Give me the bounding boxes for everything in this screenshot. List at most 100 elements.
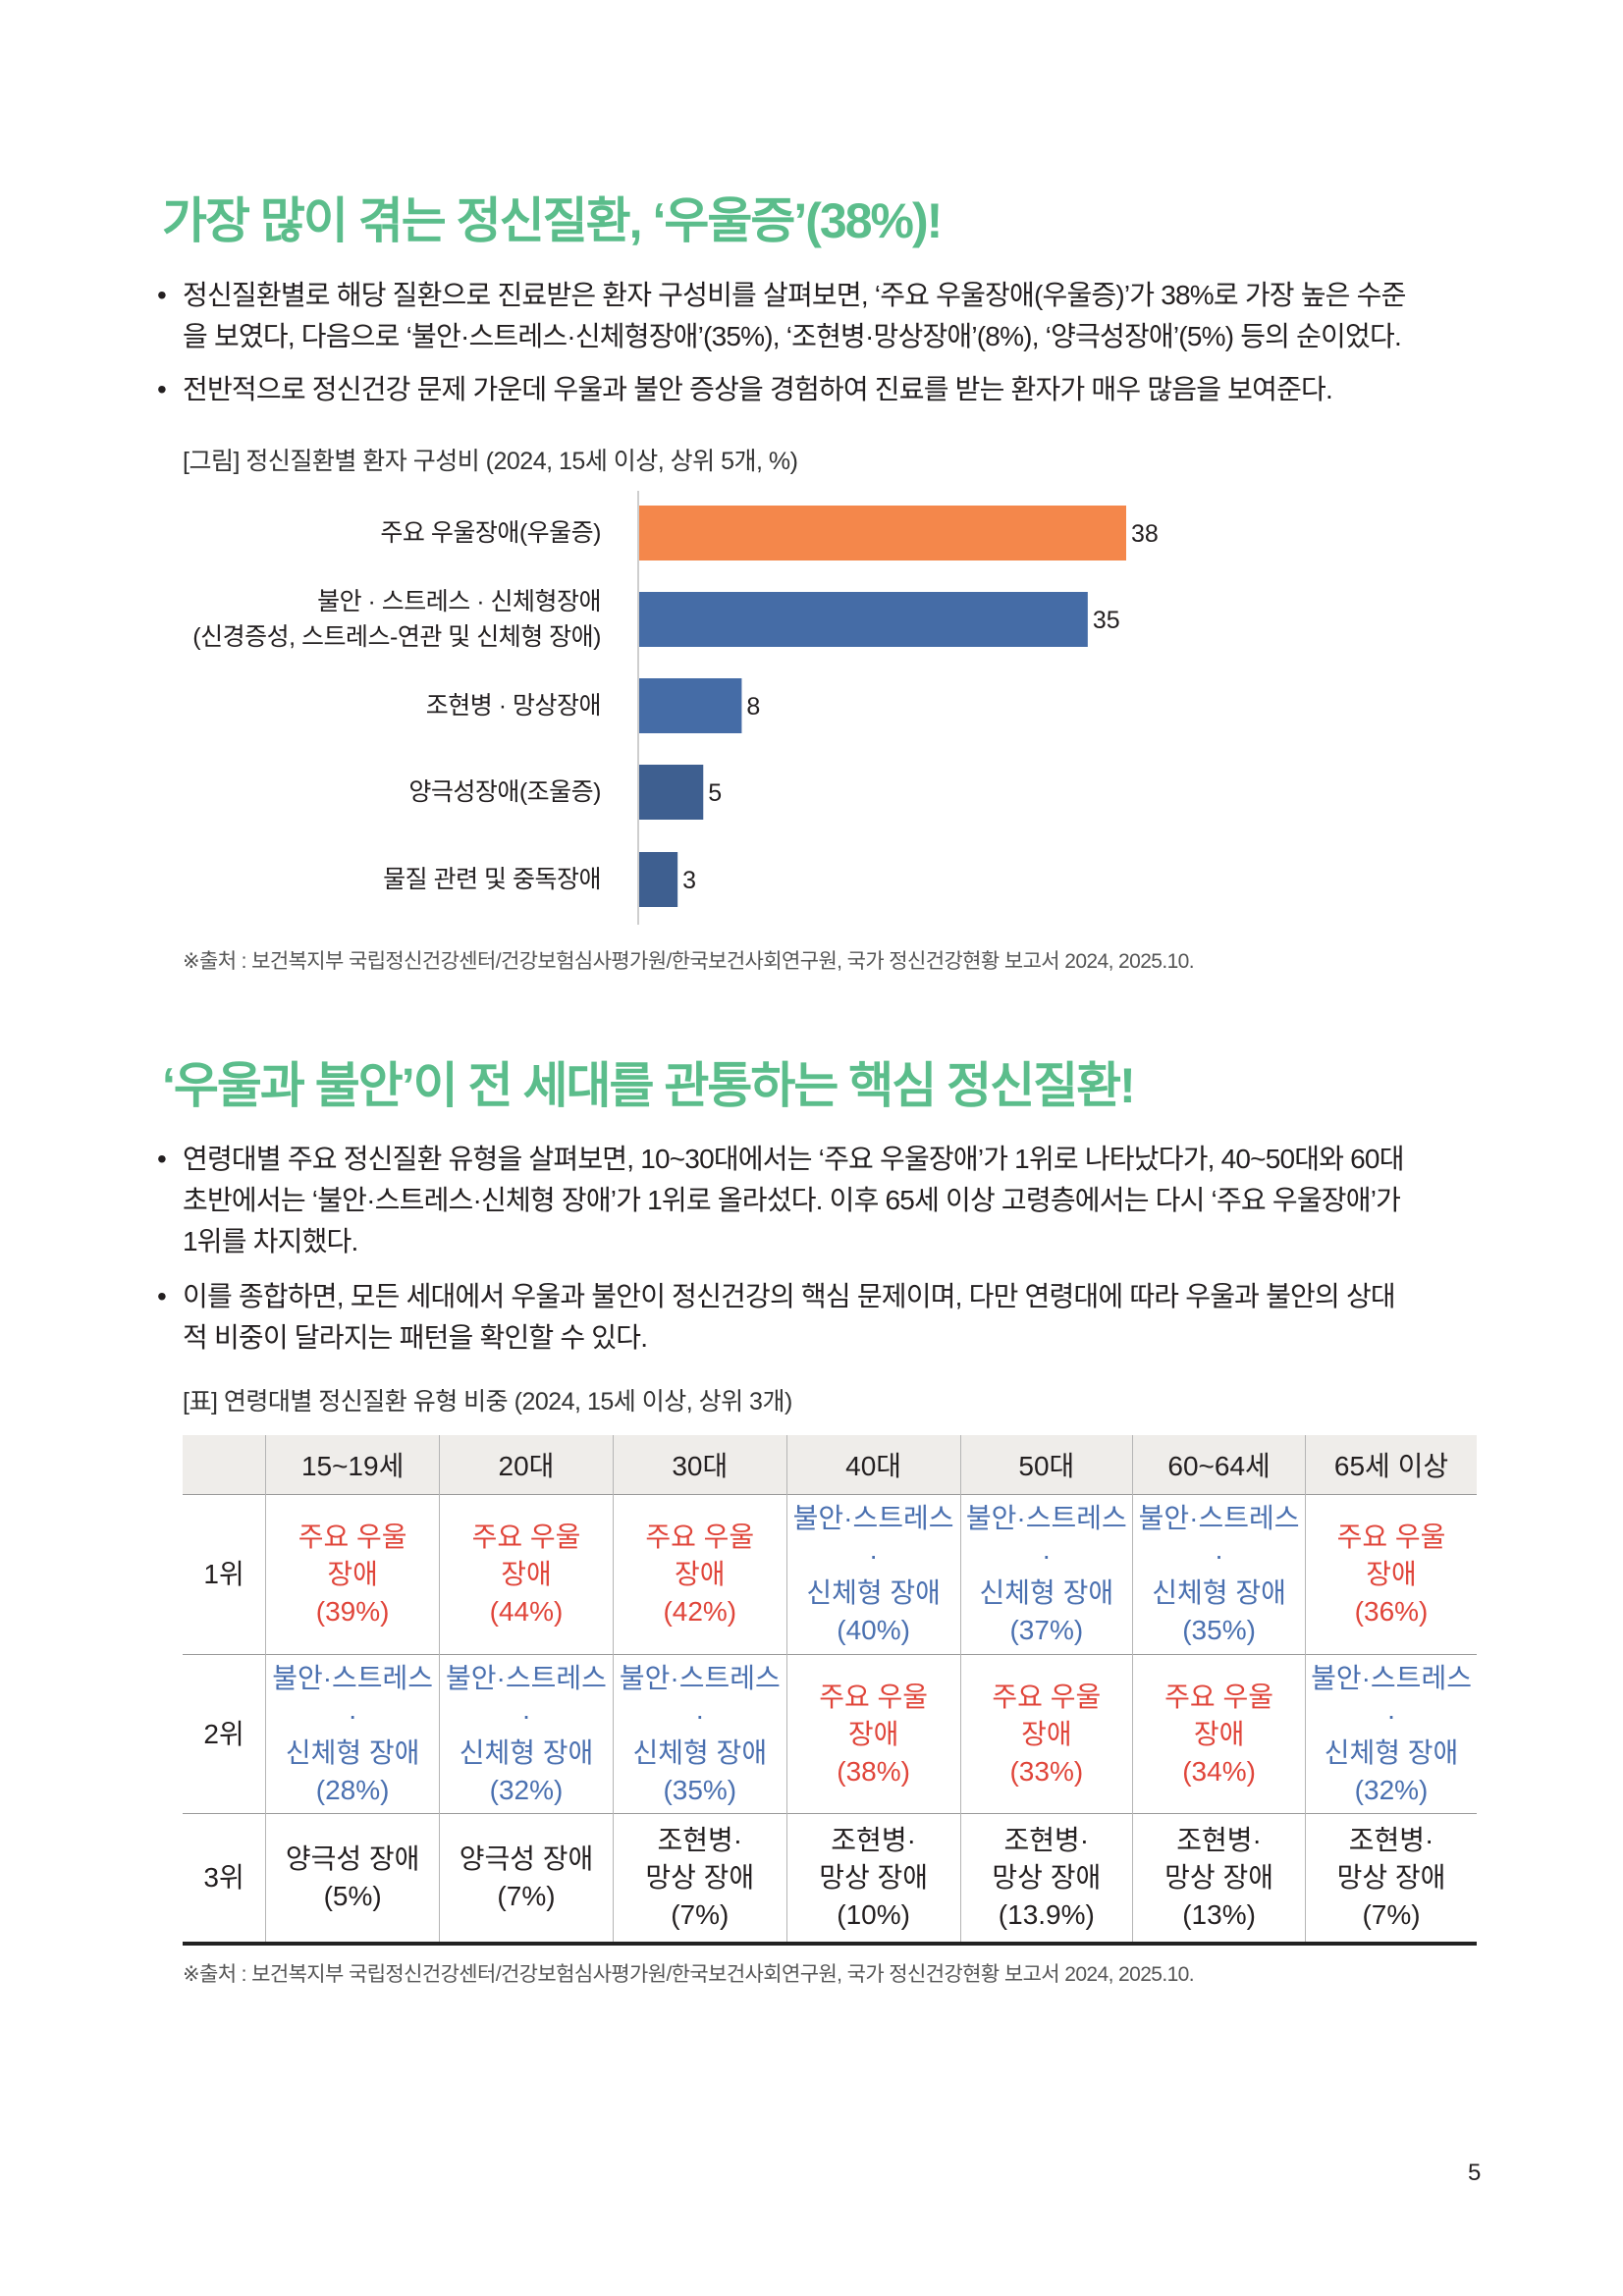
- section1-title: 가장 많이 겪는 정신질환, ‘우울증’(38%)!: [162, 193, 943, 248]
- cell-line: (36%): [1354, 1596, 1429, 1627]
- chart-data-label: 35: [1093, 607, 1120, 634]
- cell-line: (38%): [837, 1755, 910, 1787]
- cell-line: 불안·스트레스·: [619, 1662, 781, 1731]
- table-cell: 주요 우울 장애 (36%): [1305, 1494, 1477, 1655]
- table-cell: 불안·스트레스· 신체형 장애 (32%): [1305, 1654, 1477, 1814]
- bar-chart: 38 35 8 5 3: [637, 491, 1159, 925]
- bullet-line: 정신질환별로 해당 질환으로 진료받은 환자 구성비를 살펴보면, ‘주요 우울…: [183, 280, 1406, 310]
- bullet-line: 연령대별 주요 정신질환 유형을 살펴보면, 10~30대에서는 ‘주요 우울장…: [183, 1144, 1404, 1174]
- table-row: 3위 양극성 장애 (5%) 양극성 장애 (7%) 조현병· 망상 장애 (7%) 조현병· 망…: [183, 1813, 1477, 1946]
- cell-line: (32%): [1354, 1774, 1429, 1805]
- table-cell: 불안·스트레스· 신체형 장애 (40%): [785, 1494, 961, 1655]
- chart-category-label-line: 주요 우울장애(우울증): [380, 519, 601, 547]
- table-cell: 조현병· 망상 장애 (10%): [785, 1813, 961, 1946]
- table-row: 1위 주요 우울 장애 (39%) 주요 우울 장애 (44%) 주요 우울 장애 (42%) 불안…: [183, 1494, 1477, 1655]
- figure-caption: [그림] 정신질환별 환자 구성비 (2024, 15세 이상, 상위 5개, …: [183, 448, 798, 475]
- table-header-cell: 65세 이상: [1305, 1435, 1477, 1495]
- chart-bar: [639, 678, 742, 733]
- cell-line: (7%): [497, 1881, 556, 1911]
- cell-line: 장애: [501, 1559, 552, 1589]
- table-header-cell: 50대: [959, 1435, 1133, 1495]
- cell-line: 주요 우울: [471, 1522, 581, 1552]
- bullet-line: 을 보였다, 다음으로 ‘불안·스트레스·신체형장애’(35%), ‘조현병·망…: [183, 321, 1402, 351]
- table-header-cell: [183, 1435, 266, 1495]
- cell-line: (32%): [489, 1774, 564, 1805]
- table-row: 2위 불안·스트레스· 신체형 장애 (28%) 불안·스트레스· 신체형 장애 (32%)…: [183, 1654, 1477, 1814]
- table-source: ※출처 : 보건복지부 국립정신건강센터/건강보험심사평가원/한국보건사회연구원…: [183, 1963, 1195, 1986]
- cell-line: 양극성 장애: [459, 1843, 594, 1874]
- cell-line: 조현병·: [1176, 1825, 1262, 1855]
- table-cell: 불안·스트레스· 신체형 장애 (28%): [265, 1654, 440, 1814]
- bullet-line: 전반적으로 정신건강 문제 가운데 우울과 불안 증상을 경험하여 진료를 받는…: [183, 374, 1333, 404]
- page-number: 5: [1468, 2160, 1482, 2186]
- cell-line: 주요 우울: [298, 1522, 407, 1552]
- chart-category-label-line: 양극성장애(조울증): [408, 778, 601, 806]
- chart-category-label: 주요 우울장애(우울증): [380, 515, 601, 551]
- table-cell: 불안·스트레스· 신체형 장애 (37%): [959, 1494, 1133, 1655]
- rank-cell: 3위: [183, 1813, 266, 1946]
- bullet-dot-icon: •: [157, 1281, 167, 1311]
- cell-line: 망상 장애: [645, 1862, 755, 1893]
- cell-line: 불안·스트레스·: [1311, 1662, 1472, 1731]
- age-group-table: 15~19세 20대 30대 40대 50대 60~64세 65세 이상 1위 주요 우울 장애…: [183, 1435, 1477, 1946]
- cell-line: 신체형 장애: [1324, 1736, 1459, 1768]
- chart-data-label: 38: [1131, 520, 1159, 548]
- cell-line: 불안·스트레스·: [965, 1503, 1127, 1571]
- table-cell: 불안·스트레스· 신체형 장애 (35%): [1132, 1494, 1306, 1655]
- table-cell: 주요 우울 장애 (38%): [785, 1654, 961, 1814]
- table-header-cell: 60~64세: [1132, 1435, 1306, 1495]
- cell-line: 주요 우울: [819, 1681, 929, 1712]
- cell-line: 불안·스트레스·: [272, 1662, 434, 1731]
- cell-line: 신체형 장애: [459, 1736, 594, 1768]
- cell-line: 양극성 장애: [285, 1843, 420, 1874]
- cell-line: 주요 우울: [1336, 1522, 1446, 1552]
- table-cell: 조현병· 망상 장애 (7%): [612, 1813, 787, 1946]
- table-cell: 불안·스트레스· 신체형 장애 (35%): [612, 1654, 787, 1814]
- cell-line: (35%): [663, 1774, 737, 1805]
- chart-category-label: 불안 · 스트레스 · 신체형장애 (신경증성, 스트레스-연관 및 신체형 장애…: [192, 584, 601, 655]
- chart-bar: [639, 592, 1088, 647]
- cell-line: 신체형 장애: [806, 1577, 941, 1608]
- cell-line: 신체형 장애: [979, 1577, 1114, 1608]
- cell-line: (33%): [1009, 1755, 1084, 1787]
- table-cell: 조현병· 망상 장애 (7%): [1305, 1813, 1477, 1946]
- cell-line: 조현병·: [831, 1825, 916, 1855]
- figure-source: ※출처 : 보건복지부 국립정신건강센터/건강보험심사평가원/한국보건사회연구원…: [183, 950, 1195, 973]
- cell-line: 장애: [675, 1559, 726, 1589]
- cell-line: 주요 우울: [1164, 1681, 1273, 1712]
- cell-line: 주요 우울: [992, 1681, 1102, 1712]
- cell-line: 망상 장애: [992, 1862, 1102, 1893]
- chart-category-label: 조현병 · 망상장애: [426, 688, 602, 723]
- bullet-item: • 정신질환별로 해당 질환으로 진료받은 환자 구성비를 살펴보면, ‘주요 우…: [157, 275, 1406, 357]
- rank-cell: 2위: [183, 1654, 266, 1814]
- cell-line: 신체형 장애: [1152, 1577, 1286, 1608]
- chart-data-label: 5: [708, 779, 722, 807]
- cell-line: (5%): [323, 1881, 382, 1911]
- cell-line: (44%): [489, 1596, 564, 1627]
- bullet-dot-icon: •: [157, 280, 167, 310]
- cell-line: 망상 장애: [1336, 1862, 1446, 1893]
- chart-bar: [639, 506, 1126, 561]
- cell-line: (42%): [663, 1596, 737, 1627]
- cell-line: 망상 장애: [1164, 1862, 1273, 1893]
- cell-line: 장애: [327, 1559, 378, 1589]
- cell-line: (13.9%): [998, 1899, 1095, 1930]
- bullet-dot-icon: •: [157, 374, 167, 404]
- bullet-line: 1위를 차지했다.: [183, 1226, 358, 1256]
- table-cell: 주요 우울 장애 (34%): [1132, 1654, 1306, 1814]
- chart-bar: [639, 765, 704, 820]
- cell-line: (28%): [315, 1774, 390, 1805]
- chart-category-label-line: (신경증성, 스트레스-연관 및 신체형 장애): [192, 623, 601, 651]
- cell-line: 신체형 장애: [285, 1736, 420, 1768]
- table-header-cell: 40대: [785, 1435, 961, 1495]
- cell-line: (10%): [837, 1899, 910, 1930]
- cell-line: (34%): [1182, 1755, 1256, 1787]
- chart-category-label-line: 불안 · 스트레스 · 신체형장애: [317, 588, 601, 615]
- cell-line: (7%): [671, 1899, 730, 1930]
- cell-line: (37%): [1009, 1615, 1084, 1645]
- cell-line: 신체형 장애: [632, 1736, 768, 1768]
- chart-bar: [639, 852, 678, 907]
- cell-line: (39%): [315, 1596, 390, 1627]
- cell-line: 장애: [1021, 1718, 1072, 1749]
